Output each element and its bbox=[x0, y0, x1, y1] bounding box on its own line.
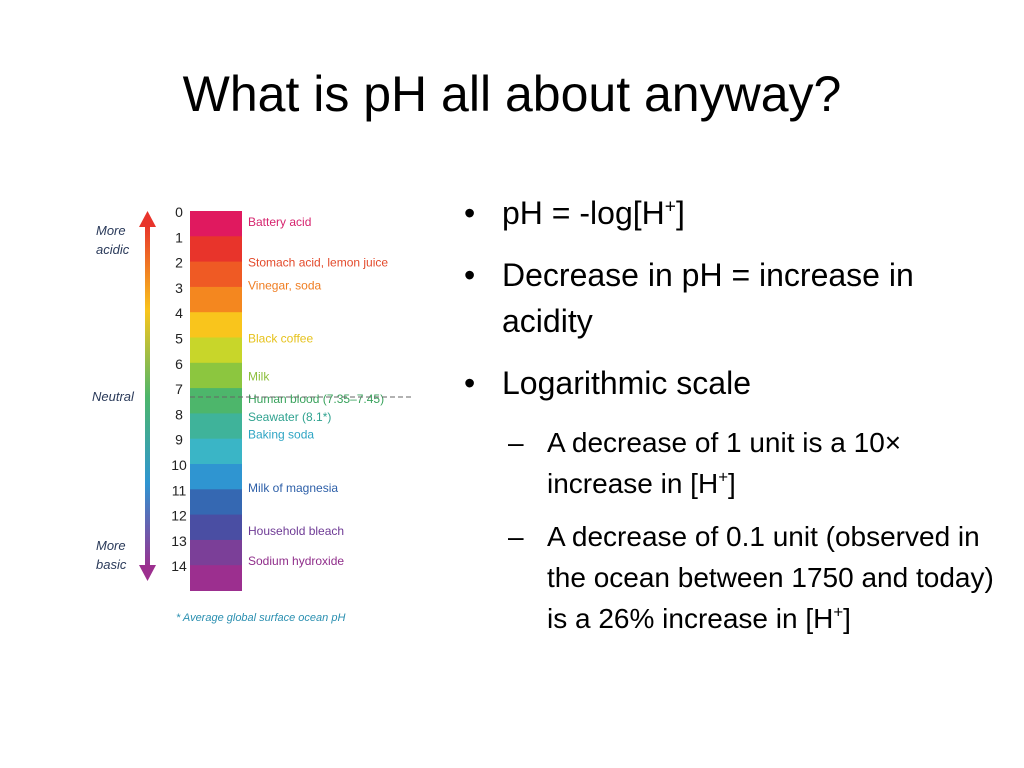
bullet-decrease-ph: • Decrease in pH = increase in acidity bbox=[462, 252, 1002, 344]
ph-bar-9 bbox=[190, 438, 242, 465]
ph-number-12: 12 bbox=[171, 508, 187, 524]
ph-example-label: Vinegar, soda bbox=[248, 278, 321, 292]
ph-bar-6 bbox=[190, 362, 242, 389]
bullet-ph-formula: • pH = -log[H+] bbox=[462, 190, 1002, 236]
ph-bar-1 bbox=[190, 236, 242, 263]
ph-bar-14 bbox=[190, 565, 242, 591]
ph-number-14: 14 bbox=[171, 558, 187, 574]
ph-number-11: 11 bbox=[172, 482, 187, 498]
ph-bar-13 bbox=[190, 539, 242, 566]
ph-example-label: Household bleach bbox=[248, 524, 344, 538]
arrow-up-icon bbox=[139, 211, 156, 227]
ph-number-6: 6 bbox=[175, 356, 183, 372]
ph-bar-10 bbox=[190, 464, 242, 490]
ph-example-label: Stomach acid, lemon juice bbox=[248, 256, 388, 270]
bullet-dot: • bbox=[464, 365, 476, 401]
ph-bar-12 bbox=[190, 514, 242, 541]
ph-bar-11 bbox=[190, 489, 242, 516]
ph-bar-0 bbox=[190, 211, 242, 237]
ph-number-13: 13 bbox=[171, 533, 187, 549]
slide-title: What is pH all about anyway? bbox=[182, 66, 842, 122]
ph-arrow bbox=[139, 211, 156, 581]
side-labels: More acidic Neutral More basic bbox=[92, 223, 135, 572]
ph-number-0: 0 bbox=[175, 205, 183, 220]
bullet-list: • pH = -log[H+] • Decrease in pH = incre… bbox=[462, 190, 1002, 651]
ph-bar-4 bbox=[190, 312, 242, 338]
ph-example-label: Sodium hydroxide bbox=[248, 554, 344, 568]
ph-number-1: 1 bbox=[175, 229, 183, 245]
ph-example-label: Human blood (7.35–7.45) bbox=[248, 392, 384, 406]
subbullet-one-unit: – A decrease of 1 unit is a 10× increase… bbox=[462, 422, 1002, 504]
ph-example-label: Milk of magnesia bbox=[248, 481, 338, 495]
ph-example-label: Black coffee bbox=[248, 332, 313, 346]
arrow-down-icon bbox=[139, 565, 156, 581]
ph-example-label: Battery acid bbox=[248, 215, 311, 229]
subbullet-point-one-unit: – A decrease of 0.1 unit (observed in th… bbox=[462, 516, 1002, 639]
ph-number-5: 5 bbox=[175, 331, 183, 347]
ph-example-label: Baking soda bbox=[248, 428, 314, 442]
ph-color-bars bbox=[190, 211, 242, 591]
ph-number-7: 7 bbox=[175, 381, 183, 397]
ph-number-3: 3 bbox=[175, 280, 183, 296]
label-more-basic-2: basic bbox=[96, 557, 127, 572]
bullet-log-scale: • Logarithmic scale bbox=[462, 360, 1002, 406]
label-more-acidic-2: acidic bbox=[96, 242, 130, 257]
ph-number-9: 9 bbox=[175, 432, 183, 448]
bullet-dot: • bbox=[464, 257, 476, 293]
ph-number-2: 2 bbox=[175, 255, 183, 271]
footnote: * Average global surface ocean pH bbox=[176, 612, 345, 624]
label-more-basic-1: More bbox=[96, 538, 126, 553]
ph-example-label: Seawater (8.1*) bbox=[248, 410, 331, 424]
ph-bar-3 bbox=[190, 286, 242, 313]
ph-bar-7 bbox=[190, 388, 242, 414]
ph-scale-diagram: 0 1 2 3 4 5 6 7 8 9 10 11 12 13 14 Battery acid Stomach… bbox=[82, 205, 422, 635]
label-more-acidic-1: More bbox=[96, 223, 126, 238]
bullet-dash: – bbox=[508, 521, 524, 552]
ph-number-4: 4 bbox=[175, 305, 183, 321]
ph-bar-5 bbox=[190, 337, 242, 364]
label-neutral: Neutral bbox=[92, 389, 135, 404]
bullet-dot: • bbox=[464, 195, 476, 231]
ph-bar-2 bbox=[190, 261, 242, 288]
ph-example-label: Milk bbox=[248, 369, 270, 383]
ph-bar-8 bbox=[190, 413, 242, 440]
ph-number-10: 10 bbox=[171, 457, 187, 473]
bullet-dash: – bbox=[508, 427, 524, 458]
ph-example-labels: Battery acid Stomach acid, lemon juice Vin… bbox=[248, 215, 388, 568]
ph-number-8: 8 bbox=[175, 406, 183, 422]
